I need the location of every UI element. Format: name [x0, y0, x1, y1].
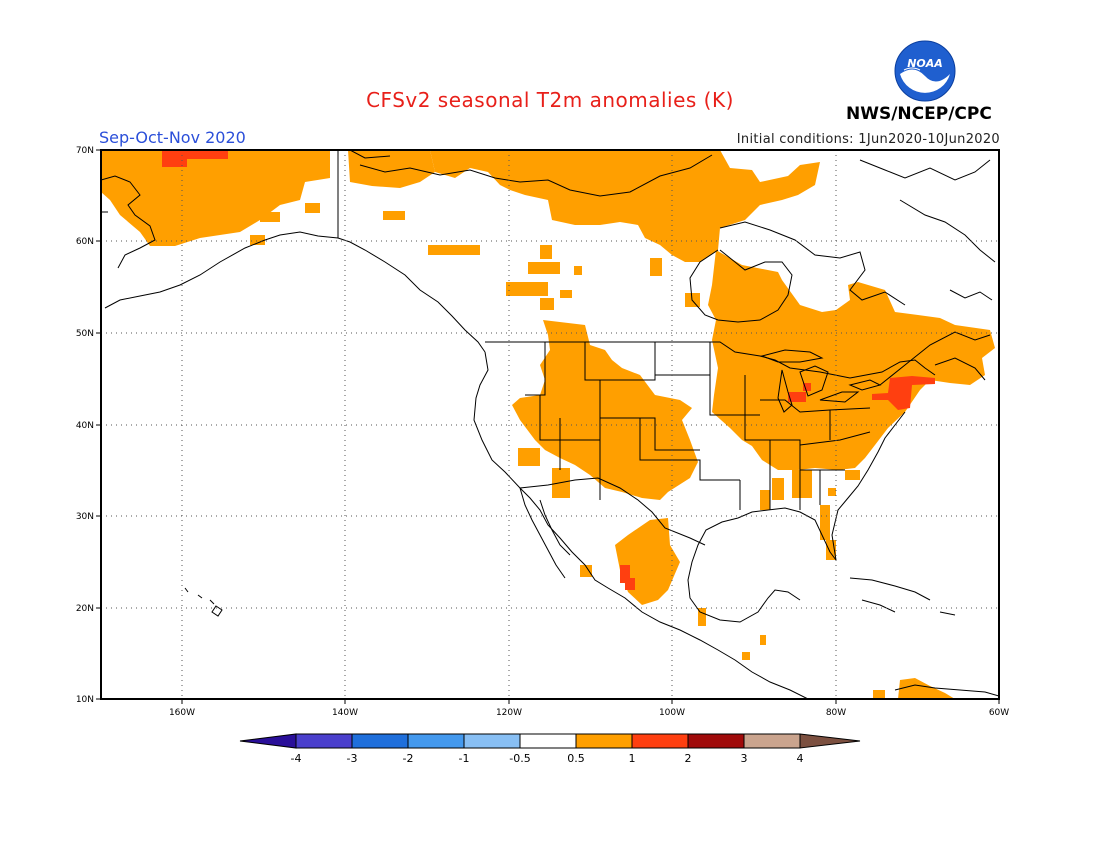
colorbar-box: [743, 733, 801, 749]
lon-label-100w: 100W: [659, 708, 685, 718]
colorbar-label: -1: [459, 752, 470, 765]
lat-label-20n: 20N: [76, 604, 94, 614]
lat-label-10n: 10N: [76, 695, 94, 705]
lat-label-30n: 30N: [76, 512, 94, 522]
colorbar-box: [351, 733, 409, 749]
colorbar-label: 0.5: [567, 752, 585, 765]
anomaly-shading: [101, 150, 995, 699]
noaa-logo-text: NOAA: [907, 57, 943, 70]
lon-label-60w: 60W: [989, 708, 1009, 718]
season-label: Sep-Oct-Nov 2020: [99, 128, 246, 147]
lat-label-40n: 40N: [76, 421, 94, 431]
colorbar-box: [575, 733, 633, 749]
lon-label-160w: 160W: [169, 708, 195, 718]
colorbar-label: -3: [347, 752, 358, 765]
colorbar-max-triangle: [799, 733, 861, 749]
colorbar-label: 2: [685, 752, 692, 765]
agency-label: NWS/NCEP/CPC: [846, 104, 992, 124]
coastlines-borders: [101, 150, 999, 699]
colorbar-box: [295, 733, 353, 749]
colorbar-box: [519, 733, 577, 749]
initial-conditions-label: Initial conditions: 1Jun2020-10Jun2020: [736, 132, 1000, 147]
colorbar-box: [463, 733, 521, 749]
axis-ticks: [96, 149, 1000, 704]
colorbar-label: -0.5: [509, 752, 530, 765]
colorbar-label: -4: [291, 752, 302, 765]
colorbar-box: [407, 733, 465, 749]
colorbar-label: 1: [629, 752, 636, 765]
noaa-logo: NOAA: [894, 40, 956, 102]
colorbar-box: [687, 733, 745, 749]
anomaly-region-0.5-1: [101, 150, 995, 699]
lon-label-80w: 80W: [826, 708, 846, 718]
lat-label-60n: 60N: [76, 237, 94, 247]
lon-label-140w: 140W: [332, 708, 358, 718]
colorbar-label: 3: [741, 752, 748, 765]
lon-label-120w: 120W: [496, 708, 522, 718]
colorbar-box: [631, 733, 689, 749]
map-title: CFSv2 seasonal T2m anomalies (K): [366, 88, 734, 112]
colorbar-min-triangle: [239, 733, 297, 749]
colorbar-label: 4: [797, 752, 804, 765]
lat-label-70n: 70N: [76, 146, 94, 156]
anomaly-region-1-2: [162, 150, 935, 590]
colorbar-label: -2: [403, 752, 414, 765]
colorbar: -4 -3 -2 -1 -0.5 0.5 1 2 3 4: [239, 733, 861, 765]
lat-label-50n: 50N: [76, 329, 94, 339]
